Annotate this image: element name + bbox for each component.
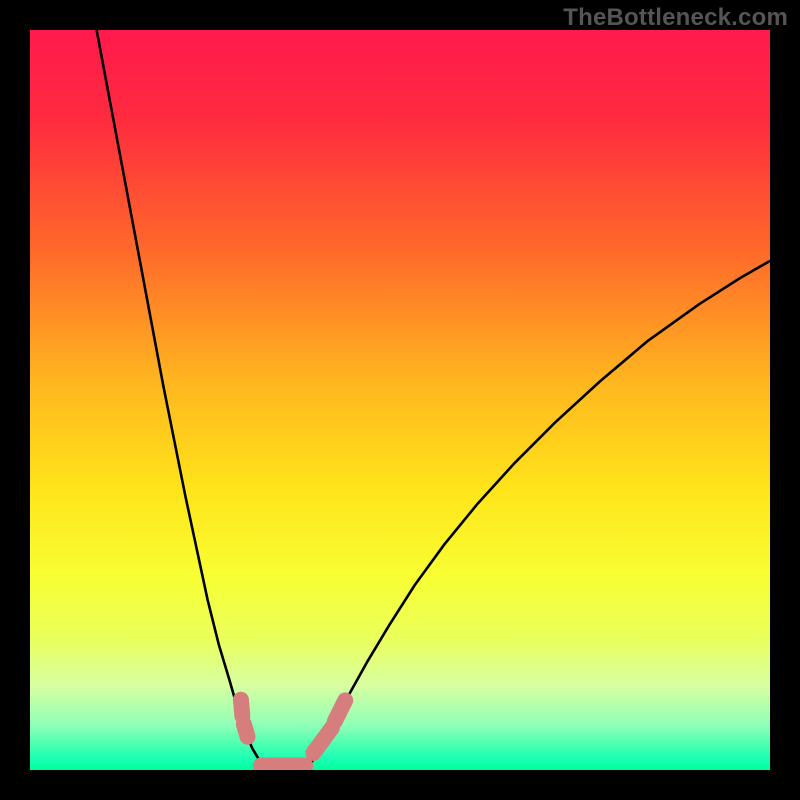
watermark-text: TheBottleneck.com xyxy=(563,4,788,32)
plot-svg xyxy=(30,30,770,770)
highlight-segment-0 xyxy=(241,700,242,716)
highlight-segment-4 xyxy=(335,700,345,721)
highlight-segment-1 xyxy=(244,724,248,737)
gradient-background xyxy=(30,30,770,770)
chart-frame: TheBottleneck.com xyxy=(0,0,800,800)
plot-area xyxy=(30,30,770,770)
